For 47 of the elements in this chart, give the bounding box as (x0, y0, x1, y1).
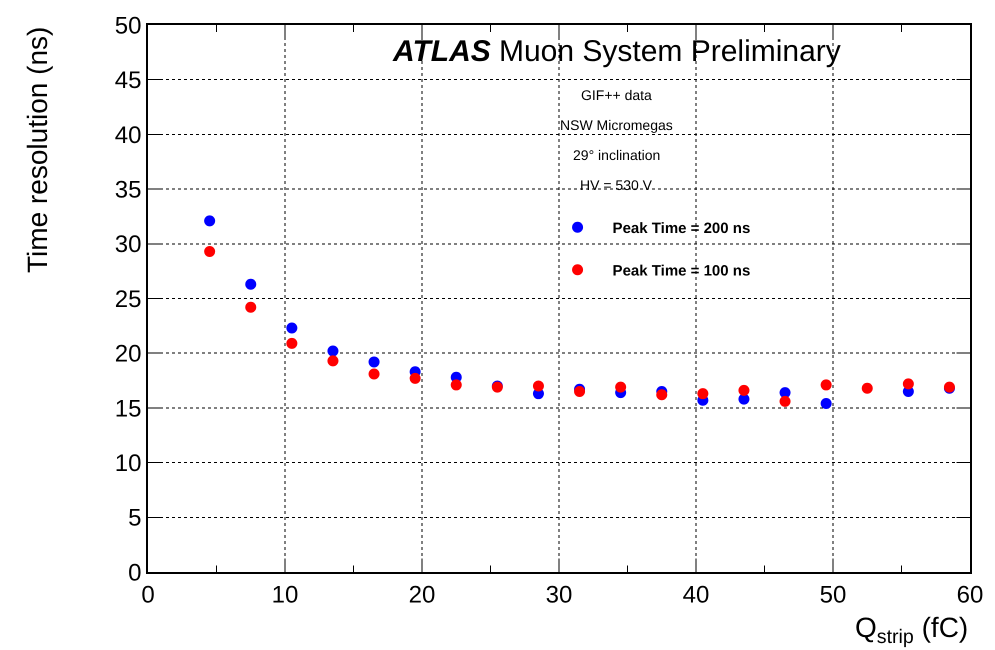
point (862, 382, 873, 394)
annotation: NSW Micromegas (560, 117, 673, 133)
point (450, 379, 462, 390)
point (656, 389, 668, 400)
annotation: GIF++ data (581, 87, 652, 103)
point (245, 302, 256, 313)
y-tick-label: 20 (114, 340, 142, 368)
point (615, 382, 626, 393)
y-tick-label: 50 (114, 12, 142, 40)
y-tick-label: 30 (114, 231, 142, 258)
annotation: Muon System Preliminary (499, 35, 841, 68)
y-tick-label: 10 (114, 450, 142, 477)
annotation: ATLAS (392, 35, 491, 68)
y-tick-label: 25 (114, 286, 142, 313)
point (697, 388, 708, 400)
x-tick-label: 20 (408, 582, 436, 609)
point (204, 246, 216, 257)
y-axis-title: Time resolution (ns) (22, 26, 54, 274)
point (532, 380, 544, 392)
x-tick-label: 60 (956, 582, 984, 609)
x-tick-label: 50 (820, 582, 846, 609)
point (245, 278, 256, 290)
y-tick-label: 5 (128, 504, 142, 532)
y-tick-label: 35 (114, 176, 142, 204)
y-tick-label: 15 (114, 395, 142, 422)
y-tick-label: 45 (114, 67, 142, 94)
y-tick-label: 40 (114, 122, 142, 149)
annotation: 29° inclination (573, 147, 660, 163)
point (368, 368, 380, 380)
point (286, 322, 298, 334)
x-tick-label: 40 (682, 582, 710, 609)
point (327, 355, 338, 366)
point (286, 338, 298, 349)
point (368, 356, 380, 368)
point (820, 379, 832, 390)
y-tick-label: 0 (128, 559, 142, 586)
point (820, 398, 832, 410)
x-tick-label: 10 (272, 582, 298, 609)
point (327, 346, 338, 357)
point (780, 387, 791, 398)
point (738, 384, 750, 396)
point (410, 372, 421, 384)
x-axis-title: Q$_{strip}$ (fC) (855, 612, 968, 648)
point (902, 378, 914, 390)
x-tick-label: 30 (546, 582, 572, 609)
point (780, 396, 791, 407)
point (204, 215, 216, 226)
